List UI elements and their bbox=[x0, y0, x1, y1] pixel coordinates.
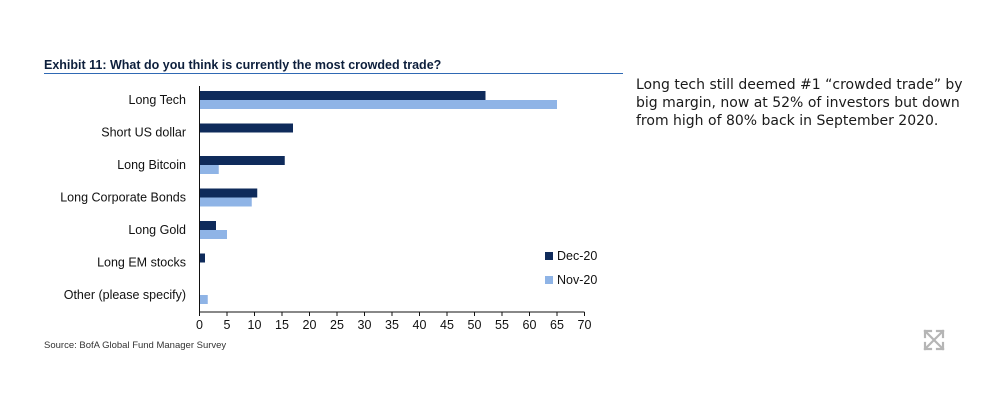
bar-dec20-4 bbox=[199, 221, 216, 230]
x-tick-label: 0 bbox=[196, 318, 203, 332]
category-label: Other (please specify) bbox=[64, 288, 186, 302]
bar-dec20-1 bbox=[199, 123, 293, 133]
x-tick-label: 15 bbox=[275, 318, 289, 332]
x-axis: 0 5 10 15 20 25 30 35 40 45 50 55 60 65 70 bbox=[196, 86, 591, 332]
bar-dec20-5 bbox=[199, 253, 205, 263]
bars bbox=[199, 91, 557, 304]
x-tick-label: 40 bbox=[413, 318, 427, 332]
x-tick-label: 65 bbox=[550, 318, 564, 332]
legend-label-nov20: Nov-20 bbox=[557, 273, 597, 287]
x-tick-label: 45 bbox=[440, 318, 454, 332]
bar-dec20-3 bbox=[199, 188, 258, 198]
expand-button[interactable] bbox=[922, 328, 946, 352]
bar-nov20-0 bbox=[199, 100, 557, 109]
title-divider bbox=[44, 73, 623, 74]
bar-nov20-2 bbox=[199, 165, 219, 174]
x-tick-label: 5 bbox=[224, 318, 231, 332]
source-note: Source: BofA Global Fund Manager Survey bbox=[44, 340, 227, 351]
x-tick-label: 20 bbox=[303, 318, 317, 332]
category-label: Long Gold bbox=[128, 223, 186, 237]
x-tick-label: 10 bbox=[248, 318, 262, 332]
x-tick-label: 70 bbox=[578, 318, 592, 332]
category-label: Long Corporate Bonds bbox=[60, 191, 186, 205]
legend-swatch-nov20 bbox=[545, 276, 553, 284]
legend-swatch-dec20 bbox=[545, 252, 553, 260]
category-label: Long Bitcoin bbox=[117, 158, 186, 172]
x-tick-label: 55 bbox=[495, 318, 509, 332]
expand-arrows-icon bbox=[923, 329, 945, 351]
crowded-trade-bar-chart: Long Tech Short US dollar Long Bitcoin Long… bbox=[60, 86, 597, 332]
x-tick-label: 50 bbox=[468, 318, 482, 332]
x-tick-label: 25 bbox=[330, 318, 344, 332]
legend-label-dec20: Dec-20 bbox=[557, 249, 597, 263]
bar-dec20-2 bbox=[199, 156, 285, 165]
legend: Dec-20 Nov-20 bbox=[545, 249, 597, 287]
bar-nov20-6 bbox=[199, 295, 208, 304]
x-tick-label: 35 bbox=[385, 318, 399, 332]
category-label: Short US dollar bbox=[101, 126, 186, 140]
exhibit-title: Exhibit 11: What do you think is current… bbox=[44, 58, 442, 72]
bar-nov20-3 bbox=[199, 197, 252, 207]
bar-dec20-0 bbox=[199, 91, 486, 100]
category-labels: Long Tech Short US dollar Long Bitcoin Long… bbox=[60, 93, 186, 302]
category-label: Long EM stocks bbox=[97, 256, 186, 270]
category-label: Long Tech bbox=[129, 93, 187, 107]
x-tick-label: 30 bbox=[358, 318, 372, 332]
x-tick-label: 60 bbox=[523, 318, 537, 332]
bar-nov20-4 bbox=[199, 230, 227, 239]
commentary-text: Long tech still deemed #1 “crowded trade… bbox=[636, 77, 963, 129]
